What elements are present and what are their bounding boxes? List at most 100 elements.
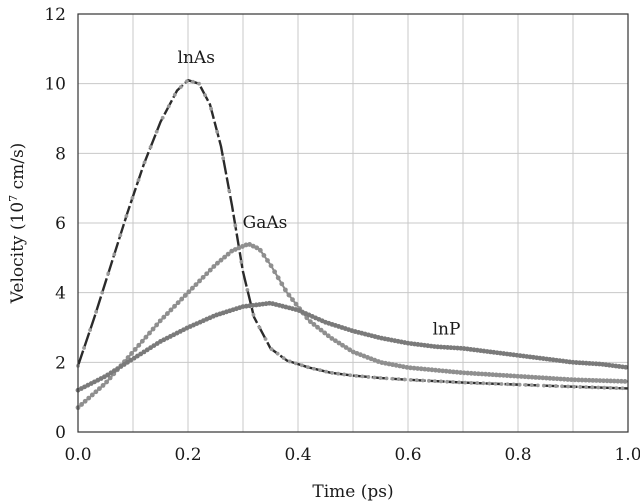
y-tick-label: 2 xyxy=(55,353,66,373)
data-point xyxy=(390,362,395,368)
data-point xyxy=(222,254,227,260)
x-tick-label: 0.4 xyxy=(284,445,311,465)
data-point xyxy=(360,374,365,379)
data-point xyxy=(279,281,285,287)
data-point xyxy=(263,337,268,341)
series-label: GaAs xyxy=(243,213,288,233)
data-point xyxy=(129,351,135,356)
data-point xyxy=(433,367,438,373)
data-point xyxy=(497,372,503,378)
data-point xyxy=(275,275,281,281)
y-tick-label: 0 xyxy=(55,423,66,443)
series-label: lnAs xyxy=(178,48,215,68)
y-tick-label: 12 xyxy=(44,5,66,25)
data-point xyxy=(457,380,462,385)
series-lnas xyxy=(76,78,629,391)
data-point xyxy=(268,263,274,269)
data-point xyxy=(89,392,95,398)
data-point xyxy=(190,285,195,291)
data-point xyxy=(476,371,481,377)
data-point xyxy=(215,260,220,266)
data-point xyxy=(306,365,310,370)
data-point xyxy=(124,214,129,218)
data-point xyxy=(307,319,313,325)
data-point xyxy=(608,378,614,384)
data-point xyxy=(586,377,592,383)
data-point xyxy=(454,369,460,375)
data-point xyxy=(400,364,406,370)
data-point xyxy=(336,371,341,376)
data-point xyxy=(622,379,628,384)
data-point xyxy=(79,402,84,407)
data-point xyxy=(540,375,546,381)
data-point xyxy=(232,247,238,252)
data-point xyxy=(186,289,192,295)
data-point xyxy=(157,318,163,324)
data-point xyxy=(272,269,278,275)
data-point xyxy=(547,375,553,381)
data-point xyxy=(597,378,603,383)
data-point xyxy=(447,369,453,374)
data-point xyxy=(483,371,488,377)
data-point xyxy=(508,373,513,379)
data-point xyxy=(602,385,607,390)
data-point xyxy=(269,347,274,352)
data-point xyxy=(178,85,183,89)
data-point xyxy=(130,196,135,200)
data-point xyxy=(330,371,334,375)
data-point xyxy=(378,376,383,380)
data-point xyxy=(383,360,388,366)
data-point xyxy=(147,330,152,336)
data-point xyxy=(463,380,468,385)
data-point xyxy=(254,245,260,251)
data-point xyxy=(172,92,177,97)
data-point xyxy=(522,374,528,380)
data-point xyxy=(422,366,428,372)
data-point xyxy=(558,376,564,382)
y-axis-title-tail: cm/s) xyxy=(8,143,28,195)
data-point xyxy=(440,368,446,374)
data-point xyxy=(511,373,517,379)
data-point xyxy=(620,386,625,391)
data-point xyxy=(469,380,474,385)
data-point xyxy=(396,377,401,382)
data-point xyxy=(324,369,328,374)
y-tick-label: 10 xyxy=(44,75,66,95)
series-labels: lnAs GaAs lnP xyxy=(178,48,461,340)
data-point xyxy=(333,338,338,344)
data-point xyxy=(408,377,413,382)
data-point xyxy=(240,244,245,249)
data-point xyxy=(142,160,147,165)
data-point xyxy=(257,247,263,253)
data-point xyxy=(148,145,153,149)
x-tick-label: 0.2 xyxy=(174,445,201,465)
data-point xyxy=(82,398,88,404)
data-point xyxy=(493,372,499,378)
data-point xyxy=(402,377,407,382)
data-point xyxy=(515,373,521,379)
data-point xyxy=(243,242,249,248)
data-point xyxy=(501,372,506,378)
x-axis-title: Time (ps) xyxy=(312,482,393,502)
data-point xyxy=(590,385,595,390)
data-point xyxy=(548,383,552,388)
data-point xyxy=(182,293,188,298)
data-point xyxy=(340,342,345,348)
data-point xyxy=(218,257,224,263)
data-point xyxy=(325,333,331,339)
data-point xyxy=(250,243,256,249)
data-point xyxy=(593,378,599,383)
data-point xyxy=(191,79,195,84)
data-point xyxy=(583,377,589,383)
data-point xyxy=(379,360,385,365)
data-point xyxy=(472,371,478,376)
data-point xyxy=(287,359,292,364)
x-tick-label: 0.6 xyxy=(394,445,421,465)
data-point xyxy=(529,374,535,380)
data-point xyxy=(619,378,624,384)
data-point xyxy=(257,325,262,330)
data-point xyxy=(614,386,619,390)
data-point xyxy=(185,79,189,84)
